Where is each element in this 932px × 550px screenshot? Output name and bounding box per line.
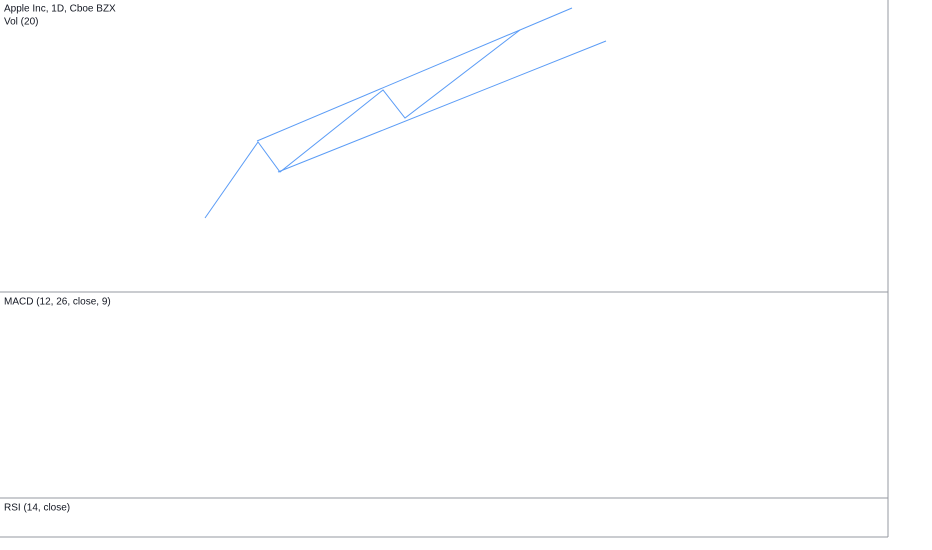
volume-title: Vol (20) xyxy=(4,17,38,28)
rsi-title: RSI (14, close) xyxy=(4,503,70,514)
wave-path xyxy=(204,29,521,219)
chart-title: Apple Inc, 1D, Cboe BZX xyxy=(4,4,116,15)
macd-title: MACD (12, 26, close, 9) xyxy=(4,297,111,308)
channel-lower xyxy=(277,40,607,173)
drawings xyxy=(204,7,607,219)
